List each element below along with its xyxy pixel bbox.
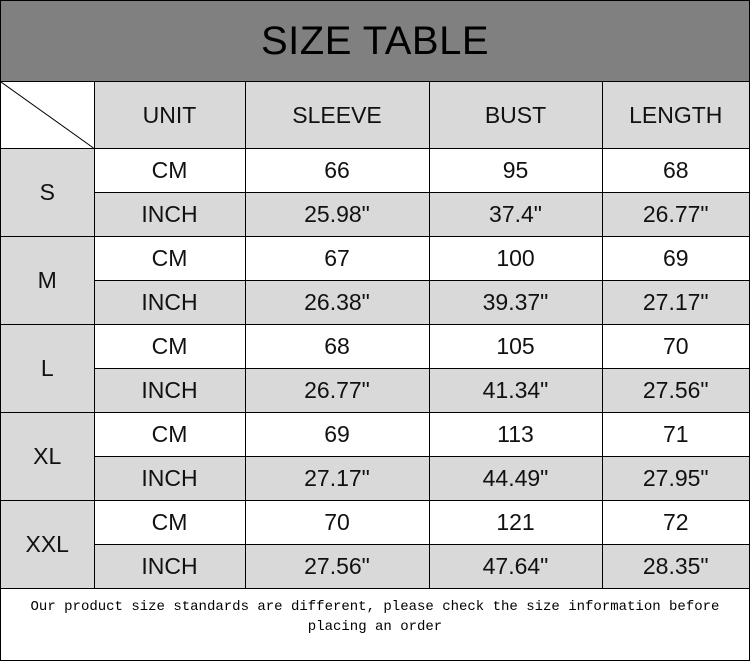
value-cell: 70: [244, 500, 430, 545]
value-cell: 121: [428, 500, 603, 545]
value-cell: 69: [244, 412, 430, 457]
size-label: S: [1, 148, 95, 237]
size-table: UNIT SLEEVE BUST LENGTH S CM 66 95 68 INCH 25.…: [1, 82, 749, 589]
size-label: XL: [1, 412, 95, 501]
unit-cell: INCH: [94, 368, 246, 413]
table-row: M CM 67 100 69: [1, 236, 749, 325]
unit-cell: CM: [93, 324, 246, 369]
table-row: XL CM 69 113 71: [1, 412, 749, 501]
unit-cell: INCH: [94, 544, 246, 589]
unit-cell: INCH: [94, 280, 246, 325]
value-cell: 41.34": [428, 368, 603, 413]
unit-cell: INCH: [94, 192, 246, 237]
unit-cell: CM: [93, 500, 246, 545]
header-sleeve: SLEEVE: [244, 82, 430, 149]
value-cell: 100: [428, 236, 603, 281]
value-cell: 95: [428, 148, 603, 193]
unit-cell: CM: [93, 236, 246, 281]
value-cell: 66: [244, 148, 430, 193]
value-cell: 26.77": [601, 192, 749, 237]
size-label: M: [1, 236, 95, 325]
value-cell: 68: [601, 148, 749, 193]
value-cell: 27.17": [601, 280, 749, 325]
diagonal-line-icon: [1, 82, 94, 148]
value-cell: 28.35": [601, 544, 749, 589]
header-row: UNIT SLEEVE BUST LENGTH: [1, 82, 749, 149]
value-cell: 113: [428, 412, 603, 457]
value-cell: 27.17": [244, 456, 430, 501]
table-row: INCH 25.98" 37.4" 26.77": [1, 192, 749, 237]
corner-cell: [1, 82, 95, 149]
size-label: XXL: [1, 500, 95, 589]
value-cell: 44.49": [428, 456, 603, 501]
value-cell: 70: [601, 324, 749, 369]
value-cell: 68: [244, 324, 430, 369]
value-cell: 27.56": [601, 368, 749, 413]
value-cell: 26.38": [244, 280, 430, 325]
table-row: INCH 27.17" 44.49" 27.95": [1, 456, 749, 501]
unit-cell: CM: [93, 148, 246, 193]
table-row: S CM 66 95 68: [1, 148, 749, 237]
size-label: L: [1, 324, 95, 413]
header-length: LENGTH: [601, 82, 749, 149]
value-cell: 39.37": [428, 280, 603, 325]
value-cell: 71: [601, 412, 749, 457]
size-note: Our product size standards are different…: [30, 599, 720, 635]
table-row: INCH 26.38" 39.37" 27.17": [1, 280, 749, 325]
value-cell: 67: [244, 236, 430, 281]
value-cell: 27.95": [601, 456, 749, 501]
value-cell: 105: [428, 324, 603, 369]
header-bust: BUST: [428, 82, 603, 149]
page-title: SIZE TABLE: [1, 1, 749, 82]
value-cell: 26.77": [244, 368, 430, 413]
unit-cell: INCH: [94, 456, 246, 501]
value-cell: 69: [601, 236, 749, 281]
header-unit: UNIT: [93, 82, 246, 149]
unit-cell: CM: [93, 412, 246, 457]
table-row: XXL CM 70 121 72: [1, 500, 749, 589]
table-row: L CM 68 105 70: [1, 324, 749, 413]
value-cell: 37.4": [428, 192, 603, 237]
value-cell: 25.98": [244, 192, 430, 237]
table-row: INCH 27.56" 47.64" 28.35": [1, 544, 749, 589]
value-cell: 72: [601, 500, 749, 545]
value-cell: 47.64": [428, 544, 603, 589]
value-cell: 27.56": [244, 544, 430, 589]
table-row: INCH 26.77" 41.34" 27.56": [1, 368, 749, 413]
